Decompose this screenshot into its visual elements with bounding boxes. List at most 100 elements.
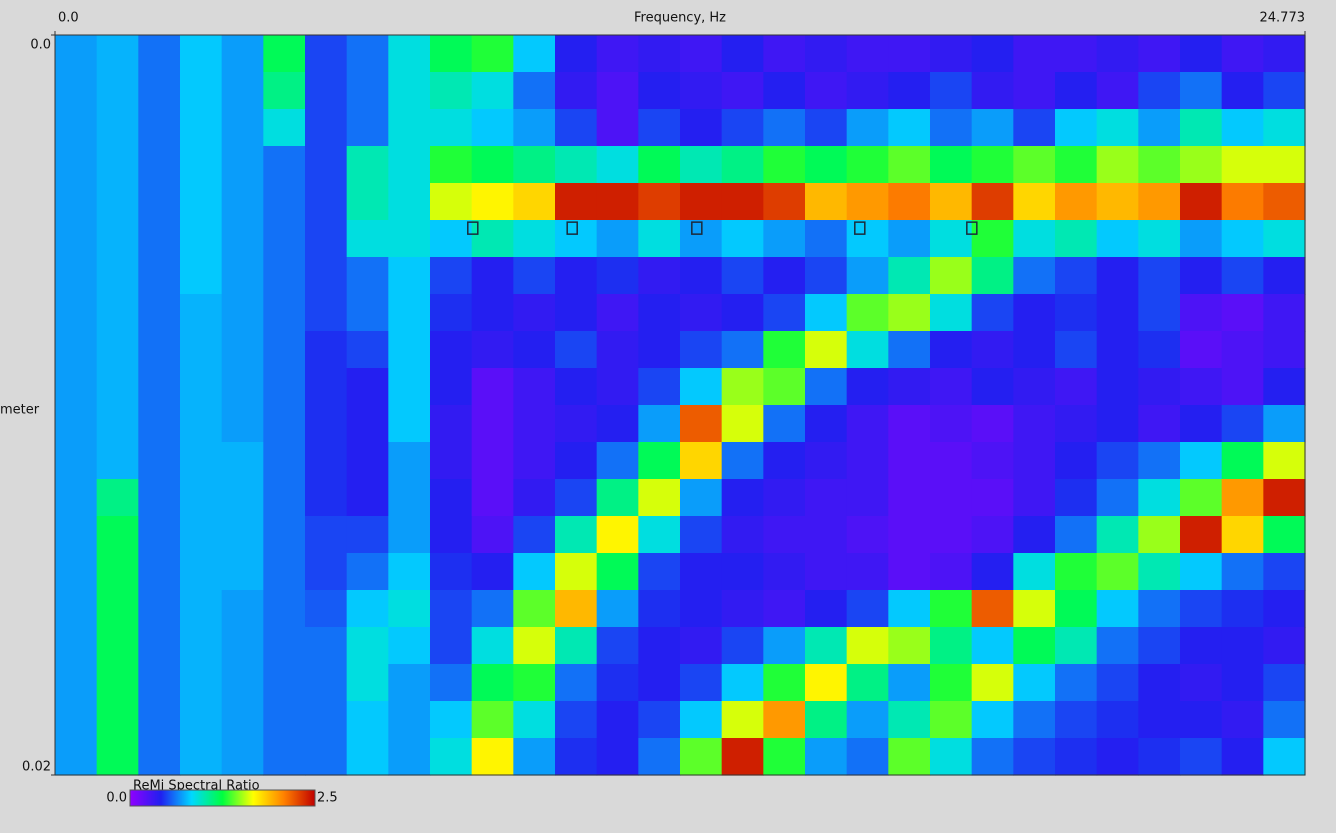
heatmap-cell (263, 331, 305, 369)
heatmap-cell (347, 627, 389, 665)
heatmap-cell (638, 109, 680, 147)
heatmap-cell (638, 146, 680, 184)
heatmap-cell (888, 664, 930, 702)
heatmap-cell (680, 516, 722, 554)
heatmap-cell (638, 72, 680, 110)
heatmap-cell (472, 109, 514, 147)
heatmap-cell (347, 590, 389, 628)
heatmap-cell (805, 590, 847, 628)
heatmap-cell (472, 294, 514, 332)
heatmap-cell (430, 109, 472, 147)
heatmap-cell (222, 183, 264, 221)
heatmap-cell (472, 257, 514, 295)
heatmap-cell (763, 294, 805, 332)
heatmap-cell (180, 183, 222, 221)
heatmap-cell (847, 701, 889, 739)
heatmap-cell (263, 183, 305, 221)
heatmap-cell (513, 553, 555, 591)
heatmap-cell (180, 553, 222, 591)
heatmap-cell (555, 368, 597, 406)
heatmap-cell (263, 442, 305, 480)
heatmap-cell (1013, 701, 1055, 739)
heatmap-cell (138, 405, 180, 443)
heatmap-cell (388, 701, 430, 739)
heatmap-cell (930, 257, 972, 295)
heatmap-cell (138, 553, 180, 591)
heatmap-cell (1263, 257, 1305, 295)
heatmap-cell (1263, 516, 1305, 554)
heatmap-cell (1263, 738, 1305, 776)
heatmap-cell (722, 72, 764, 110)
heatmap-cell (1013, 331, 1055, 369)
heatmap-cell (930, 220, 972, 258)
heatmap-cell (1263, 701, 1305, 739)
heatmap-cell (222, 701, 264, 739)
heatmap-cell (97, 516, 139, 554)
heatmap-cell (347, 331, 389, 369)
heatmap-cell (805, 553, 847, 591)
heatmap-cell (55, 146, 97, 184)
heatmap-cell (97, 738, 139, 776)
heatmap-cell (1013, 183, 1055, 221)
heatmap-cell (472, 738, 514, 776)
heatmap-cell (1180, 516, 1222, 554)
heatmap-cell (763, 35, 805, 73)
heatmap-cell (305, 553, 347, 591)
heatmap-cell (597, 553, 639, 591)
heatmap-cell (1263, 664, 1305, 702)
heatmap-cell (555, 738, 597, 776)
heatmap-cell (1180, 664, 1222, 702)
heatmap-cell (805, 442, 847, 480)
heatmap-cell (138, 35, 180, 73)
heatmap-cell (388, 146, 430, 184)
heatmap-cell (97, 220, 139, 258)
heatmap-cell (1138, 294, 1180, 332)
heatmap-cell (1263, 220, 1305, 258)
heatmap-cell (472, 479, 514, 517)
heatmap-cell (1138, 627, 1180, 665)
heatmap-cell (430, 479, 472, 517)
heatmap-cell (1222, 257, 1264, 295)
heatmap-cell (888, 442, 930, 480)
heatmap-cell (1055, 553, 1097, 591)
heatmap-cell (97, 331, 139, 369)
heatmap-cell (722, 664, 764, 702)
heatmap-cell (597, 331, 639, 369)
heatmap-cell (680, 331, 722, 369)
heatmap-cell (388, 627, 430, 665)
heatmap-cell (305, 405, 347, 443)
heatmap-cell (388, 516, 430, 554)
heatmap-cell (347, 405, 389, 443)
heatmap-cell (1013, 590, 1055, 628)
heatmap-cell (1222, 183, 1264, 221)
heatmap-cell (1180, 109, 1222, 147)
heatmap-cell (513, 72, 555, 110)
heatmap-cell (180, 627, 222, 665)
heatmap-cell (97, 479, 139, 517)
heatmap-cell (513, 664, 555, 702)
heatmap-cell (847, 183, 889, 221)
heatmap-cell (222, 220, 264, 258)
heatmap-cell (1222, 553, 1264, 591)
heatmap-cell (597, 183, 639, 221)
heatmap-cell (638, 664, 680, 702)
heatmap-cell (1180, 183, 1222, 221)
heatmap-cell (722, 516, 764, 554)
heatmap-cell (263, 257, 305, 295)
heatmap-cell (263, 405, 305, 443)
x-tick-label: 0.0 (58, 11, 79, 26)
heatmap-cell (805, 368, 847, 406)
heatmap-cell (1097, 516, 1139, 554)
heatmap-cell (638, 590, 680, 628)
heatmap-cell (847, 553, 889, 591)
heatmap-cell (222, 516, 264, 554)
heatmap-cell (305, 627, 347, 665)
heatmap-cell (722, 146, 764, 184)
heatmap-cell (597, 516, 639, 554)
heatmap-cell (1097, 442, 1139, 480)
heatmap-cell (1055, 183, 1097, 221)
heatmap-cell (472, 553, 514, 591)
heatmap-cell (888, 220, 930, 258)
heatmap-cell (680, 368, 722, 406)
heatmap-cell (513, 109, 555, 147)
